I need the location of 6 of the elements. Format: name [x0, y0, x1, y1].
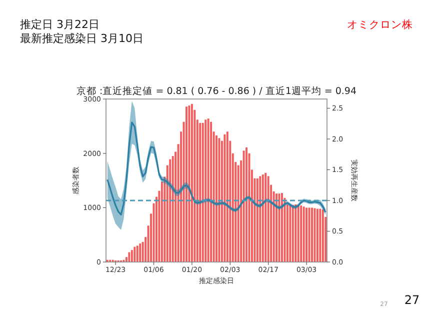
chart-title: 京都 :直近推定値 = 0.81 ( 0.76 - 0.86 ) / 直近1週平均 = 0.94 [76, 85, 357, 97]
text: オミクロン株 [347, 18, 413, 31]
text: 最新推定感染日 3月10日 [20, 32, 144, 45]
line-series [106, 122, 326, 216]
text: 27 [404, 293, 420, 307]
text: 推定日 3月22日 [20, 18, 100, 31]
